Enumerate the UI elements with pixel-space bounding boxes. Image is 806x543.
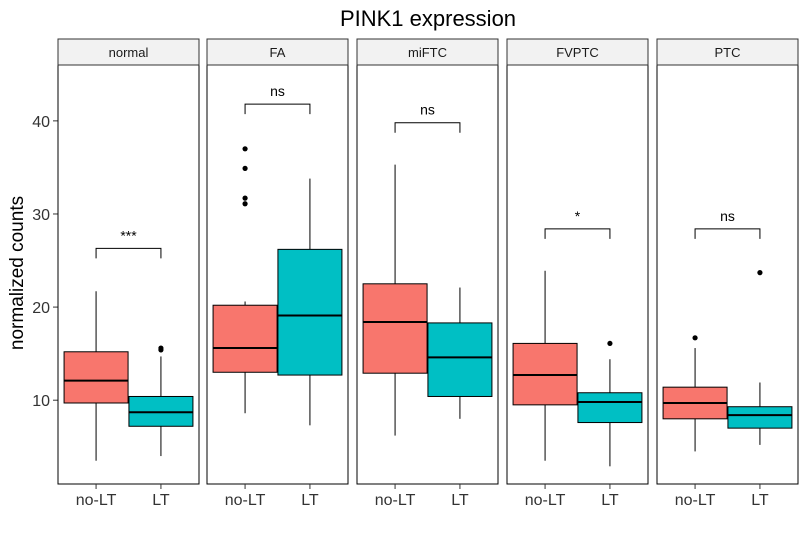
- facet-panel-PTC: PTC no-LT LT ns: [656, 38, 799, 509]
- box-body: [427, 322, 493, 397]
- outlier-point: [158, 345, 164, 351]
- box-body: [212, 304, 278, 373]
- significance-label: ns: [420, 102, 435, 118]
- box-FVPTC-no-LT: [512, 270, 578, 461]
- x-tick-label: no-LT: [675, 492, 716, 509]
- x-tick-label: no-LT: [225, 492, 266, 509]
- box-body: [277, 248, 343, 376]
- x-tick-label: LT: [152, 492, 170, 509]
- outlier-point: [242, 146, 248, 152]
- y-axis: 10 20 30 40: [32, 114, 58, 410]
- box-FA-LT: [277, 178, 343, 426]
- chart-title: PINK1 expression: [340, 6, 516, 31]
- box-FA-no-LT: [212, 146, 278, 414]
- y-tick-label: 20: [32, 300, 50, 317]
- x-tick-label: LT: [451, 492, 469, 509]
- facet-panel-frame: [356, 64, 499, 485]
- facet-strip-label: FA: [270, 45, 286, 60]
- significance-label: *: [575, 208, 581, 224]
- significance-bracket: [394, 122, 461, 133]
- significance-bracket: [95, 247, 162, 259]
- significance-label: ns: [720, 208, 735, 224]
- outlier-point: [757, 270, 763, 276]
- y-tick-label: 40: [32, 114, 50, 131]
- x-tick-label: no-LT: [525, 492, 566, 509]
- significance-label: ***: [120, 227, 137, 243]
- x-tick-label: LT: [301, 492, 319, 509]
- box-miFTC-LT: [427, 287, 493, 419]
- facet-strip-label: miFTC: [408, 45, 447, 60]
- outlier-point: [607, 340, 613, 347]
- facet-panel-normal: normal no-LT LT ***: [57, 38, 200, 509]
- box-body: [727, 406, 793, 429]
- facet-strip: [206, 38, 349, 66]
- box-normal-LT: [128, 345, 194, 457]
- box-PTC-LT: [727, 270, 793, 445]
- outlier-point: [242, 201, 248, 207]
- box-miFTC-no-LT: [362, 164, 428, 436]
- box-PTC-no-LT: [662, 335, 728, 452]
- facet-strip: [506, 38, 649, 66]
- x-tick-label: LT: [751, 492, 769, 509]
- outlier-point: [692, 335, 698, 341]
- facet-strip-label: FVPTC: [556, 45, 599, 60]
- significance-bracket: [694, 228, 761, 239]
- outlier-point: [242, 165, 248, 171]
- box-body: [577, 392, 643, 424]
- significance-bracket: [544, 228, 611, 239]
- facet-panel-FVPTC: FVPTC no-LT LT *: [506, 38, 649, 509]
- x-tick-label: LT: [601, 492, 619, 509]
- facet-strip: [356, 38, 499, 66]
- outlier-point: [242, 195, 248, 201]
- box-body: [362, 283, 428, 374]
- facet-panel-miFTC: miFTC no-LT LT ns: [356, 38, 499, 509]
- y-axis-label: normalized counts: [7, 196, 28, 350]
- significance-label: ns: [270, 83, 285, 99]
- y-tick-label: 10: [32, 393, 50, 410]
- y-tick-label: 30: [32, 207, 50, 224]
- x-tick-label: no-LT: [76, 492, 117, 509]
- significance-bracket: [244, 103, 311, 115]
- facet-strip-label: normal: [109, 45, 149, 60]
- facet-strip-label: PTC: [715, 45, 741, 60]
- facet-panel-FA: FA no-LT LT ns: [206, 38, 349, 509]
- box-body: [63, 351, 129, 404]
- box-FVPTC-LT: [577, 340, 643, 467]
- facet-strip: [57, 38, 200, 66]
- x-tick-label: no-LT: [375, 492, 416, 509]
- facet-strip: [656, 38, 799, 66]
- box-normal-no-LT: [63, 291, 129, 461]
